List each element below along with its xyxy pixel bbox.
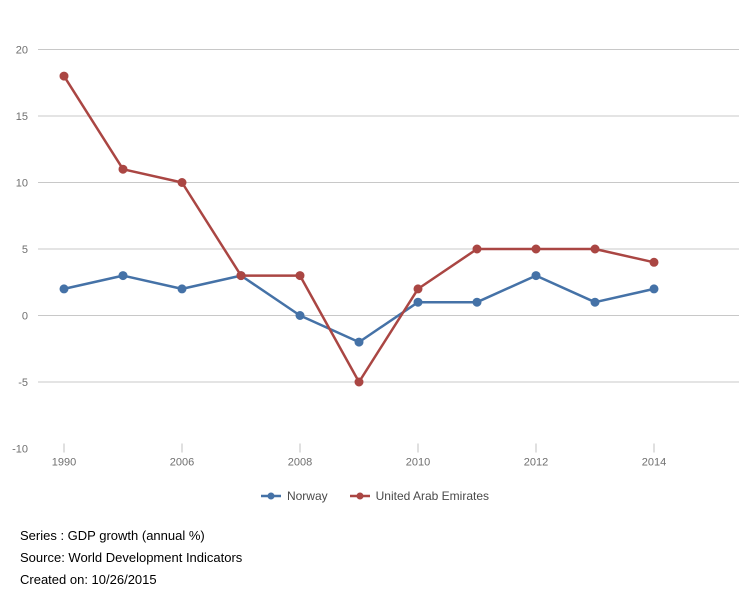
y-axis-label: -10 [12, 444, 28, 456]
series-point-united-arab-emirates[interactable] [590, 244, 600, 254]
y-axis-label: 0 [22, 311, 28, 323]
legend-marker-united-arab-emirates-icon [349, 492, 370, 500]
y-axis-label: -5 [18, 377, 28, 389]
series-point-norway[interactable] [354, 337, 364, 347]
series-point-norway[interactable] [177, 284, 187, 294]
y-axis-label: 5 [22, 244, 28, 256]
series-point-united-arab-emirates[interactable] [59, 71, 69, 81]
y-axis-label: 10 [16, 178, 28, 190]
x-axis-label: 2006 [170, 457, 194, 469]
series-point-norway[interactable] [413, 297, 423, 307]
chart-plot-area: -10 -5 0 5 10 15 20 1990 2006 2008 2010 2012 2014 [12, 45, 739, 469]
x-axis-label: 2010 [406, 457, 430, 469]
x-axis-label: 2012 [524, 457, 548, 469]
y-axis-label: 20 [16, 45, 28, 57]
legend-label: Norway [286, 489, 328, 503]
series-point-norway[interactable] [118, 271, 128, 281]
series-point-norway[interactable] [590, 297, 600, 307]
series-point-united-arab-emirates[interactable] [413, 284, 423, 294]
series-point-united-arab-emirates[interactable] [649, 257, 659, 267]
series-point-norway[interactable] [472, 297, 482, 307]
series-point-united-arab-emirates[interactable] [472, 244, 482, 254]
series-point-united-arab-emirates[interactable] [177, 178, 187, 187]
footer-created-line: Created on: 10/26/2015 [20, 572, 157, 587]
x-axis-label: 1990 [52, 457, 76, 469]
series-point-united-arab-emirates[interactable] [531, 244, 541, 254]
series-line-norway [62, 274, 656, 344]
y-axis-label: 15 [16, 111, 28, 123]
series-point-norway[interactable] [59, 284, 69, 294]
footer-source-line: Source: World Development Indicators [20, 550, 243, 565]
series-point-united-arab-emirates[interactable] [118, 164, 128, 174]
legend-label: United Arab Emirates [375, 489, 490, 503]
series-line-united-arab-emirates [62, 74, 656, 384]
series-point-norway[interactable] [649, 284, 659, 294]
legend-marker-norway-icon [260, 492, 281, 500]
series-point-united-arab-emirates[interactable] [295, 271, 305, 281]
chart-legend: Norway United Arab Emirates [0, 483, 750, 509]
series-point-norway[interactable] [295, 311, 305, 320]
legend-item-norway[interactable]: Norway [260, 489, 328, 503]
x-axis-label: 2014 [642, 457, 666, 469]
legend-item-united-arab-emirates[interactable]: United Arab Emirates [349, 489, 490, 503]
series-point-united-arab-emirates[interactable] [236, 271, 246, 281]
footer-series-line: Series : GDP growth (annual %) [20, 528, 205, 543]
series-point-united-arab-emirates[interactable] [354, 377, 364, 387]
x-axis-label: 2008 [288, 457, 312, 469]
series-point-norway[interactable] [531, 271, 541, 281]
chart-footer: Series : GDP growth (annual %) Source: W… [20, 525, 242, 591]
